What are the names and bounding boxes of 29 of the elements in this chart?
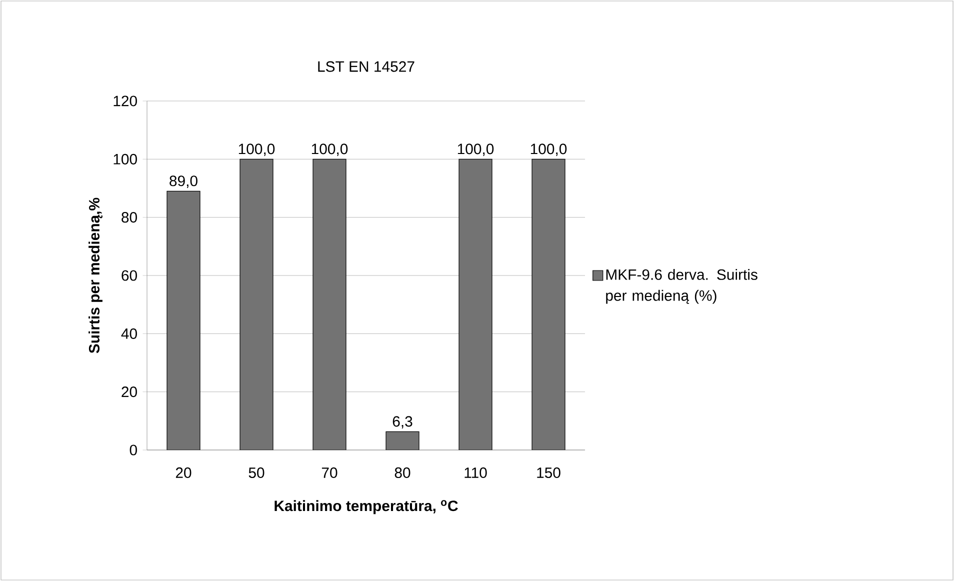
y-tick-label: 40 [121,328,137,339]
y-axis-title: Suirtis per medieną,% [88,198,102,354]
bar [532,158,566,450]
x-tick-label: 70 [322,467,338,478]
data-label: 100,0 [312,144,348,156]
y-tick-label: 20 [122,386,137,398]
bar [312,158,346,450]
x-tick-label: 50 [248,467,264,478]
bar [240,158,274,450]
bar [166,190,200,450]
y-tick-label: 0 [130,444,137,456]
data-label: 6,3 [392,416,412,428]
x-tick-label: 20 [176,467,192,478]
y-tick-label: 60 [122,270,137,281]
x-tick-label: 150 [537,467,560,478]
chart-title: LST EN 14527 [318,61,414,72]
y-tick-label: 120 [114,96,137,106]
data-label: 89,0 [170,176,198,188]
x-tick-label: 110 [464,467,487,478]
legend-label: MKF-9.6 derva. Suirtis per medieną (%) [606,268,758,304]
x-tick-label: 80 [394,467,410,478]
data-label: 100,0 [238,144,275,156]
bar [386,431,420,450]
data-label: 100,0 [458,144,494,156]
bar [458,158,492,450]
y-tick-label: 100 [114,154,137,164]
data-label: 100,0 [530,144,567,156]
x-axis-title: Kaitinimo temperatūra, $^{o}$C [274,500,458,514]
y-tick-label: 80 [122,212,137,223]
